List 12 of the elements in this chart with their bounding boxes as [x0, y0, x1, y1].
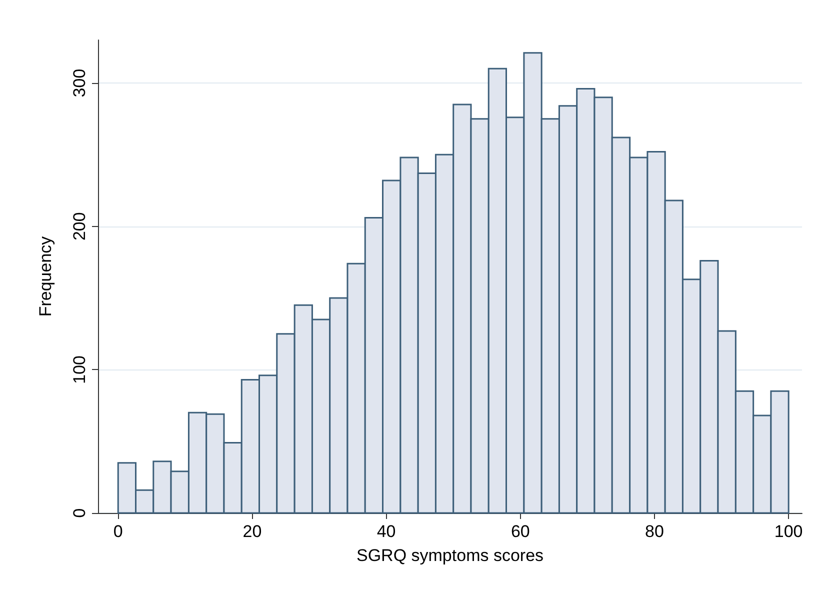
y-tick-label: 0 — [70, 508, 89, 518]
y-tick-label: 100 — [70, 355, 89, 384]
x-tick-label: 100 — [774, 522, 803, 541]
x-tick-label: 60 — [510, 522, 530, 541]
y-axis-title: Frequency — [36, 236, 55, 317]
x-tick-label: 20 — [242, 522, 262, 541]
x-tick-label: 80 — [645, 522, 664, 541]
x-axis-title: SGRQ symptoms scores — [356, 546, 544, 565]
x-tick-label: 0 — [113, 522, 123, 541]
x-tick-label: 40 — [376, 522, 396, 541]
y-tick-label: 200 — [70, 212, 89, 241]
y-tick-label: 300 — [70, 68, 89, 98]
